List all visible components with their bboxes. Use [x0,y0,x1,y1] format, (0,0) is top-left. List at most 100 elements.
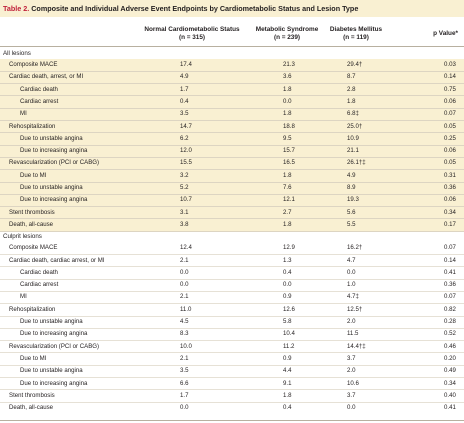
value-p: 0.28 [444,318,456,325]
table-number: Table 2. [3,4,30,13]
row-divider [0,327,464,329]
value-normal: 1.7 [180,391,189,399]
table-row: Cardiac arrest 0.4 0.0 1.8 0.06 [0,96,464,108]
value-normal: 10.7 [180,196,192,204]
row-divider [0,120,464,121]
value-p: 0.36 [444,281,456,289]
column-header-metabolic-syndrome: Metabolic Syndrome (n = 239) [254,26,320,42]
value-diabetes: 3.7 [347,391,356,399]
value-p: 0.40 [444,391,456,399]
value-metabolic-syndrome: 15.7 [283,147,295,155]
row-divider [0,278,464,280]
value-metabolic-syndrome: 0.4 [283,404,292,412]
value-diabetes: 19.3 [347,196,359,204]
table-row: Due to MI 3.2 1.8 4.9 0.31 [0,170,464,182]
value-normal: 0.0 [180,268,189,276]
value-p: 0.34 [444,379,456,387]
table-row: Due to unstable angina 3.5 4.4 2.0 0.49 [0,365,464,377]
row-divider [0,144,464,146]
value-normal: 14.7 [180,122,192,130]
value-diabetes: 25.0† [347,122,363,130]
table-row: Composite MACE 12.4 12.9 16.2† 0.07 [0,242,464,254]
row-label: MI [20,110,27,118]
column-header-name: p Value* [433,30,458,37]
value-metabolic-syndrome: 3.6 [283,73,292,81]
column-header-name: Metabolic Syndrome [255,26,319,33]
value-p: 0.17 [444,220,456,228]
value-metabolic-syndrome: 12.1 [283,196,295,204]
row-label: Due to MI [20,171,47,179]
row-label: Due to increasing angina [20,196,88,204]
value-p: 0.52 [444,330,456,338]
value-normal: 12.0 [180,147,192,155]
table-row: Due to unstable angina 5.2 7.6 8.9 0.36 [0,182,464,194]
value-p: 0.82 [444,305,456,313]
value-normal: 11.0 [180,305,192,313]
value-normal: 12.4 [180,244,192,252]
table-row: Death, all-cause 0.0 0.4 0.0 0.41 [0,402,464,414]
value-metabolic-syndrome: 1.8 [283,85,292,93]
value-normal: 17.4 [180,61,192,68]
value-p: 0.03 [444,61,456,68]
row-label: Cardiac death [20,85,58,93]
value-diabetes: 3.7 [347,354,356,362]
row-label: Due to unstable angina [20,318,83,325]
value-normal: 2.1 [180,293,189,301]
value-normal: 3.1 [180,208,189,216]
value-metabolic-syndrome: 0.4 [283,268,292,276]
value-diabetes: 4.9 [347,171,356,179]
column-header-p-value: p Value* [412,30,462,38]
value-metabolic-syndrome: 12.6 [283,305,295,313]
column-header-name: Normal Cardiometabolic Status [144,26,240,33]
value-diabetes: 6.8‡ [347,110,359,118]
value-normal: 0.0 [180,404,189,412]
value-metabolic-syndrome: 0.0 [283,97,292,105]
value-metabolic-syndrome: 10.4 [283,330,295,338]
table-row: Composite MACE 17.4 21.3 29.4† 0.03 [0,59,464,71]
value-p: 0.25 [444,134,456,142]
row-label: MI [20,293,27,301]
section-heading: All lesions [3,50,31,57]
value-normal: 3.2 [180,171,189,179]
table-row: Cardiac death, cardiac arrest, or MI 2.1 1… [0,255,464,267]
row-label: Cardiac arrest [20,97,59,105]
table-row: Due to MI 2.1 0.9 3.7 0.20 [0,353,464,365]
column-header-n: (n = 119) [343,34,369,41]
value-metabolic-syndrome: 4.4 [283,367,292,375]
row-label: Death, all-cause [9,404,54,412]
row-divider [0,290,464,292]
table-row: Revascularization (PCI or CABG) 15.5 16.5 2… [0,157,464,169]
value-metabolic-syndrome: 12.9 [283,244,295,252]
value-p: 0.75 [444,85,456,93]
row-label: Cardiac death [20,268,58,276]
value-diabetes: 29.4† [347,61,363,68]
row-divider [0,193,464,195]
row-divider [0,352,464,354]
value-diabetes: 1.0 [347,281,356,289]
table-caption: Composite and Individual Adverse Event E… [31,4,359,13]
table-row: Due to increasing angina 12.0 15.7 21.1 0.06 [0,145,464,157]
header-divider [0,46,464,47]
value-diabetes: 0.0 [347,404,356,412]
row-divider [0,218,464,220]
table-row: MI 3.5 1.8 6.8‡ 0.07 [0,108,464,120]
value-metabolic-syndrome: 1.8 [283,391,292,399]
value-normal: 2.1 [180,256,189,264]
row-divider [0,206,464,208]
row-divider [0,95,464,97]
value-p: 0.36 [444,184,456,191]
value-diabetes: 26.1†‡ [347,159,366,167]
value-p: 0.06 [444,196,456,204]
value-p: 0.41 [444,268,456,276]
row-divider [0,340,464,342]
section-heading: Culprit lesions [3,233,42,241]
value-normal: 0.0 [180,281,189,289]
value-metabolic-syndrome: 5.8 [283,318,292,325]
row-divider [0,303,464,305]
row-label: Revascularization (PCI or CABG) [9,159,100,167]
value-diabetes: 16.2† [347,244,363,252]
table-row: Due to unstable angina 6.2 9.5 10.9 0.25 [0,133,464,145]
column-header-normal: Normal Cardiometabolic Status (n = 315) [136,26,248,42]
value-normal: 3.5 [180,367,189,375]
row-label: Rehospitalization [9,305,56,313]
